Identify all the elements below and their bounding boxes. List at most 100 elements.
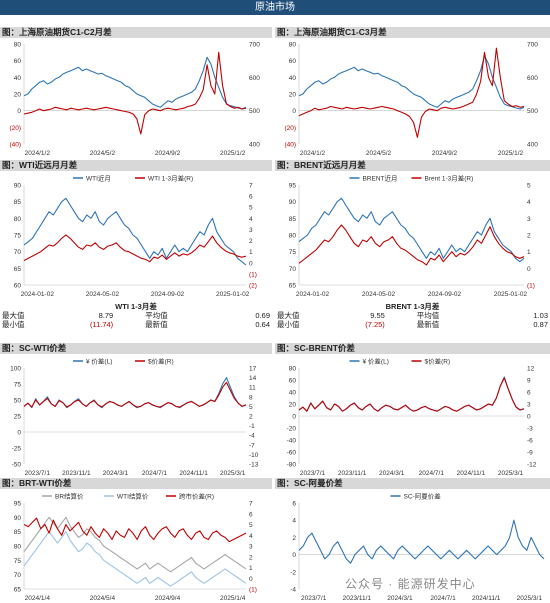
x-tick-label: 2024-05-02 xyxy=(362,291,396,298)
y-tick-label: -20 xyxy=(287,426,297,433)
y-right-tick-label: 0 xyxy=(527,266,531,273)
x-tick-label: 2024/7/1 xyxy=(430,595,456,602)
x-tick-label: 2025/3/1 xyxy=(498,470,524,477)
y-right-tick-label: 5 xyxy=(249,205,253,212)
watermark: 公众号 · 能源研发中心 xyxy=(345,577,476,591)
legend-label: ¥ 价差(L) xyxy=(363,357,389,366)
y-tick-label: 40 xyxy=(289,75,297,82)
x-tick-label: 2024/9/2 xyxy=(432,150,458,157)
y-right-tick-label: 12 xyxy=(527,366,535,373)
y-tick-label: 40 xyxy=(14,75,22,82)
stats-label: 最大值 xyxy=(2,311,25,320)
y-right-tick-label: -9 xyxy=(527,450,533,457)
x-tick-label: 2025/1/4 xyxy=(220,595,246,602)
y-tick-label: 90 xyxy=(14,183,22,190)
chart-sc-c1c2: 80 60 40 20 0 (20) (40) 700 600 500 400 2024/1/2 202… xyxy=(9,42,260,158)
x-tick-label: 2024/3/1 xyxy=(387,595,413,602)
stats-brent: BRENT 1-3月差 最大值 9.55 平均值 1.03 最小值 (7.25)… xyxy=(275,302,550,329)
x-tick-label: 2024-01-02 xyxy=(21,291,55,298)
y-tick-label: 65 xyxy=(14,587,22,594)
y-tick-label: 20 xyxy=(14,92,22,99)
y-right-tick-label: (2) xyxy=(249,283,257,290)
stats-value: 0.69 xyxy=(255,311,270,320)
stats-value: 1.03 xyxy=(533,311,548,320)
x-tick-label: 2023/11/1 xyxy=(338,470,367,477)
x-tick-label: 2024/5/4 xyxy=(90,595,116,602)
series-line xyxy=(23,197,247,266)
y-right-tick-label: 1 xyxy=(249,565,253,572)
y-right-tick-label: 500 xyxy=(527,108,538,115)
y-tick-label: 75 xyxy=(14,233,22,240)
y-right-tick-label: (1) xyxy=(249,587,257,594)
series-line xyxy=(23,516,247,573)
chart-sc-wti: 1007550250-25-50171411852-1-4-7-10-13202… xyxy=(10,357,259,478)
legend-label: WTI结算价 xyxy=(117,492,149,501)
legend-label: $价差(R) xyxy=(425,357,451,366)
y-tick-label: 65 xyxy=(14,266,22,273)
y-right-tick-label: 5 xyxy=(249,522,253,529)
y-tick-label: -60 xyxy=(287,450,297,457)
x-tick-label: 2024/9/2 xyxy=(155,150,181,157)
x-tick-label: 2024-09-02 xyxy=(151,291,185,298)
stats-wti: WTI 1-3月差 最大值 8.79 平均值 0.69 最小值 (11.74) … xyxy=(0,302,272,329)
y-tick-label: 95 xyxy=(289,183,297,190)
y-tick-label: 80 xyxy=(289,233,297,240)
legend-label: BR结算价 xyxy=(55,492,84,501)
y-tick-label: 0 xyxy=(292,108,296,115)
x-tick-label: 2023/11/1 xyxy=(343,595,372,602)
y-right-tick-label: 4 xyxy=(249,533,253,540)
y-right-tick-label: 600 xyxy=(527,75,538,82)
y-tick-label: 75 xyxy=(14,382,22,389)
chart-brent-spread: 95 90 85 80 75 70 65 5 4 3 2 1 0 (1) 2024-01-02 2024-05… xyxy=(289,174,535,299)
y-right-tick-label: 7 xyxy=(249,183,253,190)
y-right-tick-label: -13 xyxy=(249,462,259,469)
y-right-tick-label: 2 xyxy=(249,554,253,561)
y-tick-label: 6 xyxy=(292,501,296,508)
section-title-sc-wti: 图：SC-WTI价差 xyxy=(0,343,272,354)
stats-value: (7.25) xyxy=(365,320,385,329)
y-tick-label: 70 xyxy=(289,266,297,273)
y-right-tick-label: 0 xyxy=(249,576,253,583)
x-tick-label: 2023/11/1 xyxy=(62,470,91,477)
section-title-brt-wti: 图：BRT-WTI价差 xyxy=(0,478,272,489)
stats-label: 最新值 xyxy=(145,320,168,329)
y-tick-label: (20) xyxy=(284,125,296,132)
y-right-tick-label: (1) xyxy=(527,283,535,290)
y-right-tick-label: -4 xyxy=(249,433,255,440)
y-right-tick-label: 3 xyxy=(527,402,531,409)
stats-label: 最小值 xyxy=(277,320,300,329)
y-right-tick-label: 11 xyxy=(249,385,256,392)
x-tick-label: 2025/3/1 xyxy=(517,595,543,602)
legend-label: Brent 1-3月差(R) xyxy=(425,174,474,183)
series-line xyxy=(23,51,247,135)
legend-label: ¥ 价差(L) xyxy=(86,357,112,366)
y-right-tick-label: -6 xyxy=(527,438,533,445)
x-tick-label: 2024/11/1 xyxy=(179,470,208,477)
y-tick-label: 25 xyxy=(14,414,22,421)
y-right-tick-label: 600 xyxy=(249,75,260,82)
y-tick-label: (40) xyxy=(9,142,21,149)
stats-label: 最新值 xyxy=(416,320,440,329)
x-tick-label: 2024/7/1 xyxy=(142,470,168,477)
y-right-tick-label: 1 xyxy=(249,249,253,256)
y-tick-label: 100 xyxy=(10,366,21,373)
x-tick-label: 2024-05-02 xyxy=(86,291,120,298)
x-tick-label: 2024/1/4 xyxy=(25,595,51,602)
y-right-tick-label: 3 xyxy=(249,544,253,551)
y-right-tick-label: 4 xyxy=(527,199,531,206)
x-tick-label: 2024-01-02 xyxy=(296,291,330,298)
y-tick-label: 0 xyxy=(17,108,21,115)
y-tick-label: 70 xyxy=(14,249,22,256)
x-tick-label: 2025-01-02 xyxy=(216,291,250,298)
y-right-tick-label: (1) xyxy=(249,271,257,278)
stats-value: 9.55 xyxy=(370,311,385,320)
y-right-tick-label: -10 xyxy=(249,452,259,459)
series-line xyxy=(298,55,525,110)
section-title-wti-spread: 图：WTI近远月月差 xyxy=(0,160,272,171)
y-tick-label: 60 xyxy=(14,283,22,290)
y-tick-label: (40) xyxy=(284,142,296,149)
y-right-tick-label: 6 xyxy=(249,194,253,201)
section-title-sc-brent: 图：SC-BRENT价差 xyxy=(275,343,550,354)
series-line xyxy=(298,377,525,412)
